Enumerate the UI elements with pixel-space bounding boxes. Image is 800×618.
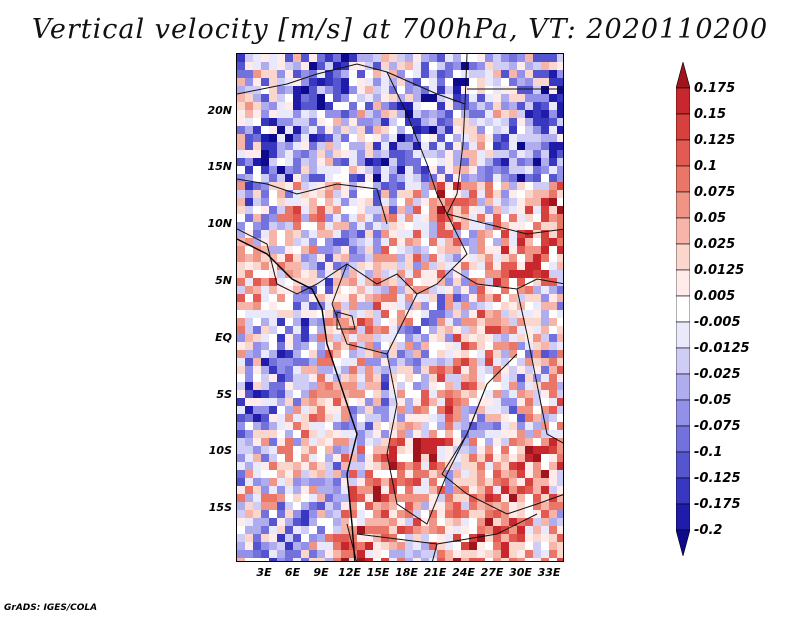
colorbar-label: 0.005 (694, 289, 736, 304)
lat-tick-label: 15S (208, 501, 232, 514)
colorbar-label: 0.025 (694, 237, 736, 252)
colorbar-segment (676, 425, 690, 453)
lon-tick-label: 33E (537, 566, 561, 579)
lat-tick-label: 10S (208, 444, 232, 457)
lat-tick-label: EQ (215, 331, 232, 344)
country-border (464, 54, 468, 105)
colorbar-label: -0.005 (694, 315, 741, 330)
colorbar-segment (676, 87, 690, 115)
colorbar-label: 0.1 (694, 159, 718, 174)
country-border (331, 263, 418, 355)
lon-tick-label: 9E (313, 566, 329, 579)
colorbar-segment (676, 113, 690, 141)
colorbar-segment (676, 373, 690, 401)
colorbar-segment (676, 139, 690, 167)
colorbar-label: 0.175 (694, 81, 736, 96)
lon-tick-label: 21E (423, 566, 447, 579)
lat-tick-label: 15N (207, 160, 232, 173)
colorbar-segment (676, 451, 690, 479)
colorbar-segment (676, 62, 690, 89)
lon-tick-label: 12E (338, 566, 361, 579)
colorbar-label: -0.0125 (694, 341, 750, 356)
lat-tick-label: 20N (207, 104, 232, 117)
country-border (441, 383, 563, 515)
colorbar-segment (676, 269, 690, 297)
colorbar-segment (676, 321, 690, 349)
coastline (237, 238, 358, 561)
colorbar-label: -0.1 (694, 445, 723, 460)
country-border (237, 178, 388, 225)
colorbar-label: -0.175 (694, 497, 741, 512)
colorbar-segment (676, 477, 690, 505)
colorbar-label: 0.0125 (694, 263, 745, 278)
colorbar-label: -0.075 (694, 419, 741, 434)
vertical-velocity-map (237, 54, 563, 561)
colorbar-label: 0.125 (694, 133, 736, 148)
grads-credit: GrADS: IGES/COLA (4, 603, 98, 613)
colorbar-segment (676, 243, 690, 271)
lat-tick-label: 5S (216, 388, 232, 401)
colorbar (676, 62, 690, 556)
map-panel (236, 53, 564, 562)
colorbar-segment (676, 165, 690, 193)
country-border (386, 71, 468, 270)
colorbar-label: 0.075 (694, 185, 736, 200)
colorbar-label: 0.15 (694, 107, 727, 122)
colorbar-segment (676, 529, 690, 556)
country-border (336, 311, 356, 330)
colorbar-label: -0.125 (694, 471, 741, 486)
lon-tick-label: 18E (395, 566, 418, 579)
country-border (237, 63, 466, 215)
country-border (432, 543, 438, 561)
lon-tick-label: 24E (452, 566, 475, 579)
colorbar-label: -0.05 (694, 393, 732, 408)
colorbar-label: 0.05 (694, 211, 727, 226)
colorbar-segment (676, 503, 690, 531)
colorbar-segment (676, 399, 690, 427)
country-border (446, 213, 563, 235)
lat-tick-label: 10N (207, 217, 232, 230)
colorbar-segment (676, 217, 690, 245)
country-border (346, 523, 358, 561)
lon-tick-label: 3E (256, 566, 272, 579)
lon-tick-label: 15E (366, 566, 390, 579)
lat-tick-label: 5N (215, 274, 232, 287)
country-border (516, 288, 563, 444)
colorbar-label: -0.025 (694, 367, 741, 382)
chart-title: Vertical velocity [m/s] at 700hPa, VT: 2… (31, 14, 769, 45)
lon-tick-label: 27E (480, 566, 504, 579)
colorbar-label: -0.2 (694, 523, 723, 538)
lon-tick-label: 30E (509, 566, 532, 579)
colorbar-segment (676, 295, 690, 323)
colorbar-segment (676, 191, 690, 219)
country-border (237, 228, 318, 295)
lon-tick-label: 6E (284, 566, 301, 579)
country-border (356, 513, 538, 545)
colorbar-segment (676, 347, 690, 375)
